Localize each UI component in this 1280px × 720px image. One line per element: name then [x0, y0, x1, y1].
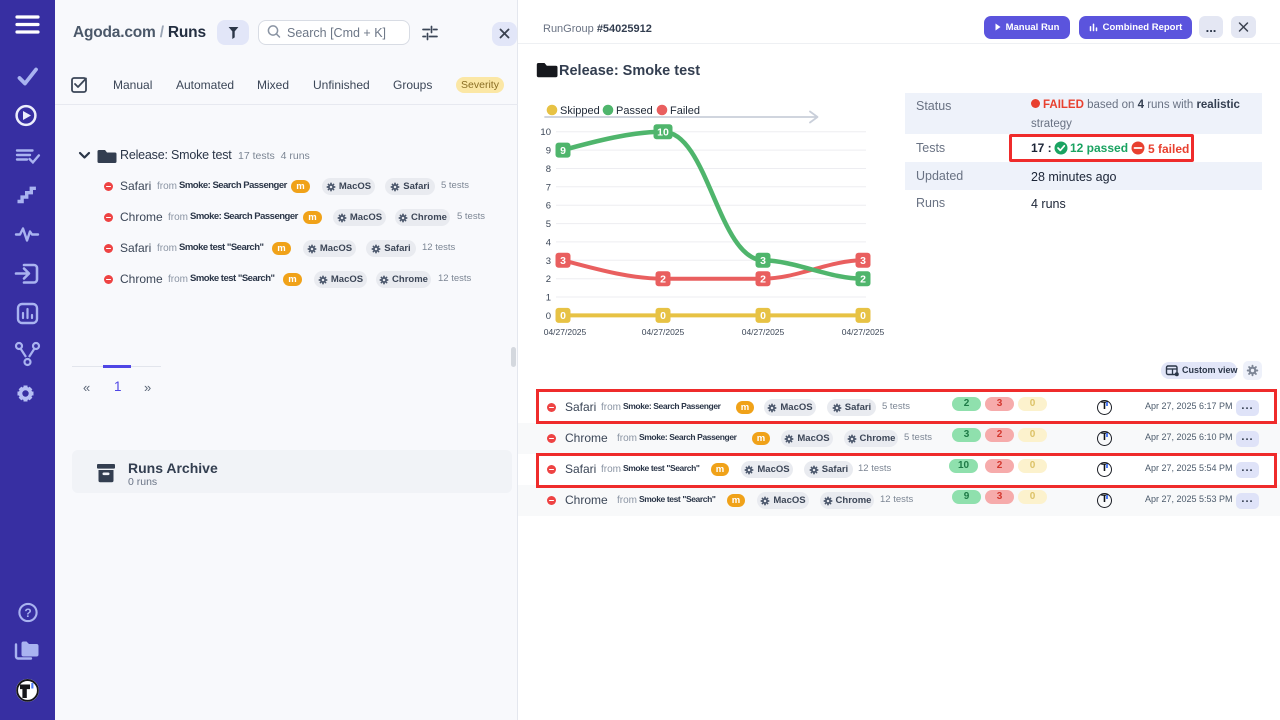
svg-text:9: 9	[546, 146, 551, 157]
svg-text:10: 10	[540, 127, 551, 138]
svg-text:9: 9	[560, 145, 566, 157]
svg-text:3: 3	[860, 255, 866, 267]
svg-text:7: 7	[546, 182, 551, 193]
svg-text:0: 0	[860, 310, 866, 322]
svg-text:3: 3	[560, 255, 566, 267]
svg-text:04/27/2025: 04/27/2025	[642, 327, 685, 337]
svg-text:04/27/2025: 04/27/2025	[742, 327, 785, 337]
svg-text:5: 5	[546, 219, 551, 230]
svg-text:4: 4	[546, 237, 551, 248]
svg-text:2: 2	[546, 274, 551, 285]
svg-text:2: 2	[760, 273, 766, 285]
svg-text:6: 6	[546, 201, 551, 212]
svg-text:0: 0	[760, 310, 766, 322]
svg-text:Skipped: Skipped	[560, 105, 600, 117]
svg-text:3: 3	[546, 256, 551, 267]
svg-text:Failed: Failed	[670, 105, 700, 117]
svg-text:2: 2	[860, 273, 866, 285]
svg-text:04/27/2025: 04/27/2025	[544, 327, 587, 337]
svg-text:2: 2	[660, 273, 666, 285]
svg-text:1: 1	[546, 293, 551, 304]
svg-text:0: 0	[546, 311, 551, 322]
svg-text:3: 3	[760, 255, 766, 267]
svg-text:0: 0	[660, 310, 666, 322]
svg-text:10: 10	[657, 126, 669, 138]
svg-text:?: ?	[24, 606, 31, 620]
svg-text:8: 8	[546, 164, 551, 175]
svg-text:Passed: Passed	[616, 105, 653, 117]
svg-text:04/27/2025: 04/27/2025	[842, 327, 885, 337]
svg-text:0: 0	[560, 310, 566, 322]
